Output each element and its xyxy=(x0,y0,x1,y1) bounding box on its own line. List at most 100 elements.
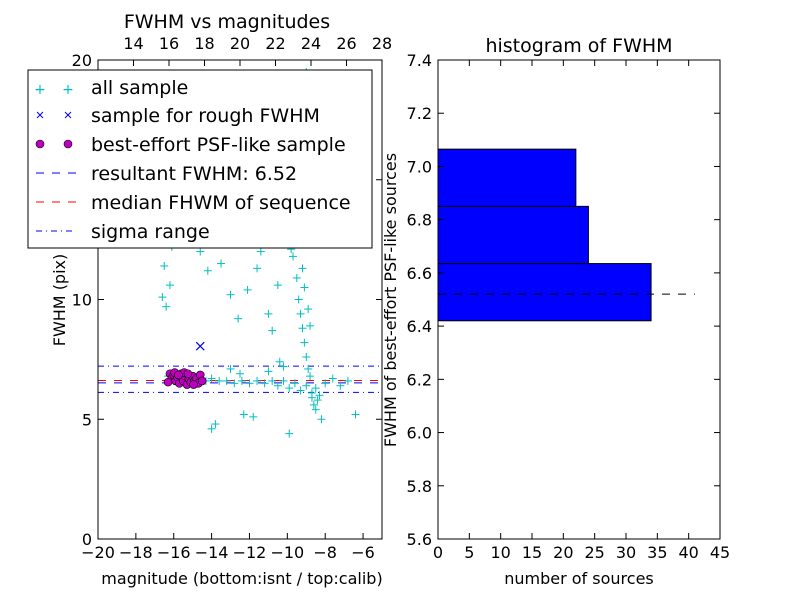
plus-point xyxy=(230,379,239,388)
plus-point xyxy=(298,264,307,273)
plus-point xyxy=(317,415,326,424)
x-tick-label: 25 xyxy=(584,543,604,562)
plus-point xyxy=(321,379,330,388)
top-tick-label: 14 xyxy=(123,34,143,53)
y-tick-label: 6.0 xyxy=(407,424,432,443)
circle-point xyxy=(174,370,183,380)
plus-point xyxy=(158,293,167,302)
reference-lines xyxy=(98,365,382,393)
y-tick-label: 5.6 xyxy=(407,530,432,549)
legend-entry-resultant: resultant FWHM: 6.52 xyxy=(36,163,297,185)
legend-label: resultant FWHM: 6.52 xyxy=(91,163,297,185)
legend-entry-all-sample: + + all sample xyxy=(34,77,188,99)
plus-point xyxy=(294,295,303,304)
y-tick-label: 0 xyxy=(82,530,92,549)
histogram-axes-frame xyxy=(437,59,721,540)
plus-point xyxy=(311,405,320,414)
plus-marker-icon: + xyxy=(62,82,74,98)
plus-point xyxy=(307,393,316,402)
plus-point xyxy=(285,429,294,438)
plus-point xyxy=(165,281,174,290)
plus-point xyxy=(289,252,298,261)
histogram-bars xyxy=(437,148,652,322)
plus-point xyxy=(245,379,254,388)
plus-point xyxy=(315,391,324,400)
plus-point xyxy=(306,321,315,330)
plus-point xyxy=(211,420,220,429)
x-marker-icon xyxy=(64,111,72,119)
plus-point xyxy=(302,381,311,390)
legend-label: median FHWM of sequence xyxy=(91,192,351,214)
y-tick-label: 6.2 xyxy=(407,370,432,389)
plus-point xyxy=(222,376,231,385)
circle-point xyxy=(163,377,173,387)
plus-point xyxy=(264,309,273,318)
x-marker-icon xyxy=(36,111,44,119)
circle-point xyxy=(197,376,207,386)
plus-point xyxy=(237,376,246,385)
y-tick-label: 10 xyxy=(72,291,92,310)
plus-point xyxy=(160,261,169,270)
plus-point xyxy=(239,410,248,419)
histogram-y-ticks: 5.6 5.8 6.0 6.2 6.4 6.6 6.8 7.0 7.2 7.4 xyxy=(407,51,720,549)
plus-point xyxy=(207,374,216,383)
plus-point xyxy=(215,376,224,385)
histogram-panel: 0 5 10 15 20 25 30 35 40 45 5.6 5.8 6.0 6.2 6.4 6.6 6.8… xyxy=(381,35,730,588)
y-tick-label: 7.2 xyxy=(407,104,432,123)
plus-point xyxy=(313,396,322,405)
plus-point xyxy=(273,281,282,290)
y-tick-label: 7.4 xyxy=(407,51,432,70)
plus-point xyxy=(260,379,269,388)
top-tick-label: 22 xyxy=(265,34,285,53)
plus-point xyxy=(234,314,243,323)
scatter-x-ticks: −20 −18 −16 −14 −12 −10 −8 −6 xyxy=(81,533,375,562)
y-tick-label: 6.6 xyxy=(407,264,432,283)
plus-point xyxy=(253,264,262,273)
x-point-b xyxy=(195,341,205,351)
plus-point xyxy=(253,376,262,385)
plus-point xyxy=(300,283,309,292)
legend-entry-sigma: sigma range xyxy=(36,221,210,243)
x-tick-label: 35 xyxy=(647,543,667,562)
top-tick-label: 28 xyxy=(372,34,392,53)
plus-point xyxy=(226,364,235,373)
plus-point xyxy=(279,362,288,371)
x-tick-label: 15 xyxy=(522,543,542,562)
legend-label: sample for rough FWHM xyxy=(91,105,320,127)
legend-label: all sample xyxy=(91,77,188,99)
x-tick-label: 30 xyxy=(616,543,636,562)
histogram-title: histogram of FWHM xyxy=(485,35,672,57)
x-tick-label: −16 xyxy=(157,543,191,562)
plus-point xyxy=(264,367,273,376)
plus-point xyxy=(203,266,212,275)
plus-point xyxy=(285,384,294,393)
plus-point xyxy=(296,309,305,318)
legend-entry-psf-sample: best-effort PSF-like sample xyxy=(35,134,346,156)
plus-point xyxy=(273,381,282,390)
y-tick-label: 20 xyxy=(72,51,92,70)
x-tick-label: 45 xyxy=(710,543,730,562)
plus-point xyxy=(256,247,265,256)
x-tick-label: 0 xyxy=(433,543,443,562)
circle-marker-icon xyxy=(35,139,45,149)
histogram-bar xyxy=(437,148,577,207)
legend-box xyxy=(27,69,373,249)
plus-point xyxy=(290,379,299,388)
top-tick-label: 20 xyxy=(230,34,250,53)
x-tick-label: 20 xyxy=(553,543,573,562)
plus-point xyxy=(268,376,277,385)
x-tick-label: 40 xyxy=(678,543,698,562)
plus-point xyxy=(217,259,226,268)
x-tick-label: −18 xyxy=(119,543,153,562)
x-tick-label: −12 xyxy=(233,543,267,562)
plus-point xyxy=(236,369,244,378)
x-point xyxy=(195,341,205,351)
x-tick-label: 10 xyxy=(490,543,510,562)
circle-point xyxy=(189,380,198,389)
scatter-x-label: magnitude (bottom:isnt / top:calib) xyxy=(101,569,382,588)
legend-entry-rough-sample: sample for rough FWHM xyxy=(36,105,320,127)
plus-point xyxy=(306,372,315,381)
plus-point xyxy=(343,376,352,385)
scatter-y-label: FWHM (pix) xyxy=(50,254,69,347)
